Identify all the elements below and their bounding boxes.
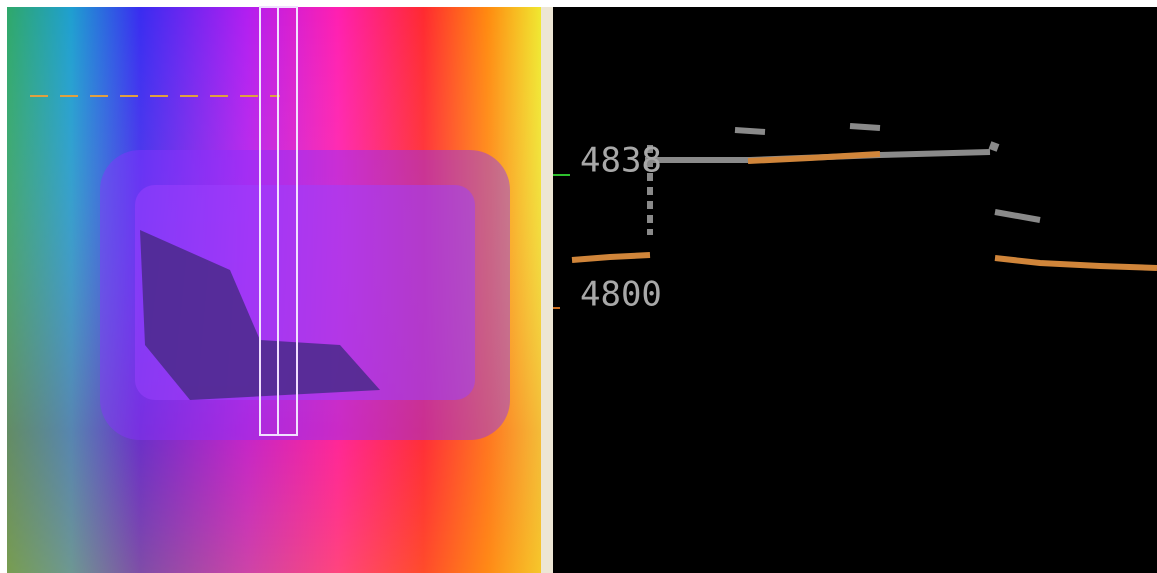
separator bbox=[541, 7, 553, 573]
elevation-label: 4800 bbox=[580, 275, 662, 315]
profile-view: 4838 4800 bbox=[553, 7, 1157, 573]
elevation-label: 4838 bbox=[580, 141, 662, 181]
elevation-map bbox=[7, 7, 541, 573]
viewer: 4838 4800 bbox=[0, 0, 1157, 573]
